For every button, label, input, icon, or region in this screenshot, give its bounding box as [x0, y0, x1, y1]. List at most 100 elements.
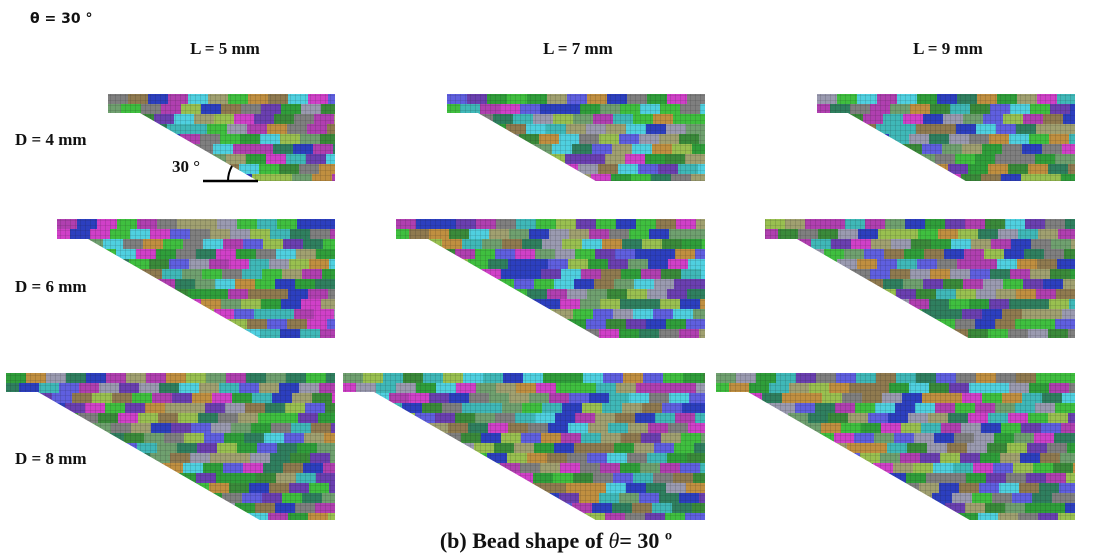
- mesh-cell: [559, 329, 579, 339]
- mesh-cell: [0, 483, 9, 493]
- mesh-cell: [788, 329, 808, 339]
- caption: (b) Bead shape of θ= 30 º: [440, 528, 672, 553]
- mesh-cell: [818, 513, 838, 523]
- mesh-cell: [1074, 433, 1094, 443]
- mesh-cell: [735, 403, 755, 413]
- mesh-cell: [499, 134, 519, 144]
- mesh-cell: [881, 174, 901, 184]
- mesh-cell: [786, 473, 806, 483]
- mesh-cell: [11, 423, 31, 433]
- mesh-cell: [803, 114, 823, 124]
- mesh-cell: [499, 493, 519, 503]
- mesh-cell: [849, 134, 869, 144]
- mesh-cell: [373, 473, 393, 483]
- mesh-cell: [99, 164, 119, 174]
- mesh-cell: [748, 413, 768, 423]
- mesh-cell: [341, 433, 361, 443]
- mesh-cell: [752, 493, 772, 503]
- mesh-cell: [825, 503, 845, 513]
- mesh-cell: [802, 309, 822, 319]
- mesh-cell: [513, 309, 533, 319]
- mesh-cell: [97, 443, 117, 453]
- mesh-cell: [387, 453, 407, 463]
- mesh-cell: [749, 299, 769, 309]
- angle-arc: [228, 166, 232, 181]
- mesh-cell: [69, 483, 89, 493]
- mesh-cell: [75, 503, 95, 513]
- mesh-cell: [878, 513, 898, 523]
- meshes: [0, 94, 1094, 523]
- mesh-cell: [842, 309, 862, 319]
- mesh-cell: [353, 473, 373, 483]
- mesh-cell: [334, 114, 354, 124]
- mesh-cell: [60, 329, 80, 339]
- mesh-cell: [446, 483, 466, 493]
- mesh-cell: [58, 413, 78, 423]
- mesh-cell: [120, 134, 140, 144]
- mesh-cell: [486, 319, 506, 329]
- mesh-cell: [419, 493, 439, 503]
- mesh-cell: [142, 493, 162, 503]
- mesh-cell: [160, 134, 180, 144]
- mesh-cell: [94, 309, 114, 319]
- mesh-cell: [533, 309, 553, 319]
- mesh-cell: [838, 513, 858, 523]
- mesh-cell: [505, 513, 525, 523]
- mesh-cell: [802, 144, 822, 154]
- mesh-cell: [438, 164, 458, 174]
- mesh-cell: [707, 443, 727, 453]
- mesh-cell: [407, 289, 427, 299]
- mesh-cell: [485, 154, 505, 164]
- mesh-panel: [40, 219, 354, 339]
- mesh-cell: [107, 124, 127, 134]
- mesh-cell: [113, 144, 133, 154]
- mesh-cell: [375, 413, 395, 423]
- mesh-cell: [538, 164, 558, 174]
- mesh-cell: [162, 493, 182, 503]
- mesh-cell: [110, 453, 130, 463]
- mesh-cell: [783, 279, 803, 289]
- mesh-cell: [35, 503, 55, 513]
- mesh-cell: [195, 503, 215, 513]
- mesh-cell: [836, 289, 856, 299]
- mesh-cell: [414, 443, 434, 453]
- mesh-cell: [152, 174, 172, 184]
- mesh-cell: [771, 239, 791, 249]
- mesh-cell: [453, 114, 473, 124]
- mesh-cell: [545, 513, 565, 523]
- mesh-cell: [116, 473, 136, 483]
- mesh-cell: [805, 503, 825, 513]
- mesh-cell: [518, 164, 538, 174]
- mesh-cell: [531, 174, 551, 184]
- mesh-cell: [348, 423, 368, 433]
- mesh-cell: [433, 309, 453, 319]
- mesh-cell: [408, 259, 428, 269]
- mesh-cell: [832, 493, 852, 503]
- mesh-cell: [759, 483, 779, 493]
- mesh-grid: [6, 373, 335, 520]
- mesh-cell: [112, 174, 132, 184]
- mesh-cell: [333, 473, 353, 483]
- mesh-cell: [386, 319, 406, 329]
- mesh-cell: [885, 503, 905, 513]
- mesh-cell: [875, 319, 895, 329]
- mesh-cell: [888, 329, 908, 339]
- mesh-cell: [148, 513, 168, 523]
- mesh-cell: [725, 503, 745, 513]
- mesh-cell: [439, 134, 459, 144]
- mesh-cell: [122, 493, 142, 503]
- mesh-cell: [0, 423, 11, 433]
- mesh-cell: [471, 174, 491, 184]
- mesh-cell: [845, 503, 865, 513]
- mesh-cell: [719, 483, 739, 493]
- mesh-cell: [401, 269, 421, 279]
- mesh-panel: [698, 373, 1094, 523]
- mesh-cell: [365, 513, 385, 523]
- mesh-grid: [716, 373, 1075, 520]
- mesh-cell: [147, 319, 167, 329]
- mesh-cell: [149, 483, 169, 493]
- mesh-panel: [92, 94, 354, 184]
- mesh-cell: [732, 493, 752, 503]
- mesh-cell: [208, 513, 228, 523]
- mesh-cell: [801, 174, 821, 184]
